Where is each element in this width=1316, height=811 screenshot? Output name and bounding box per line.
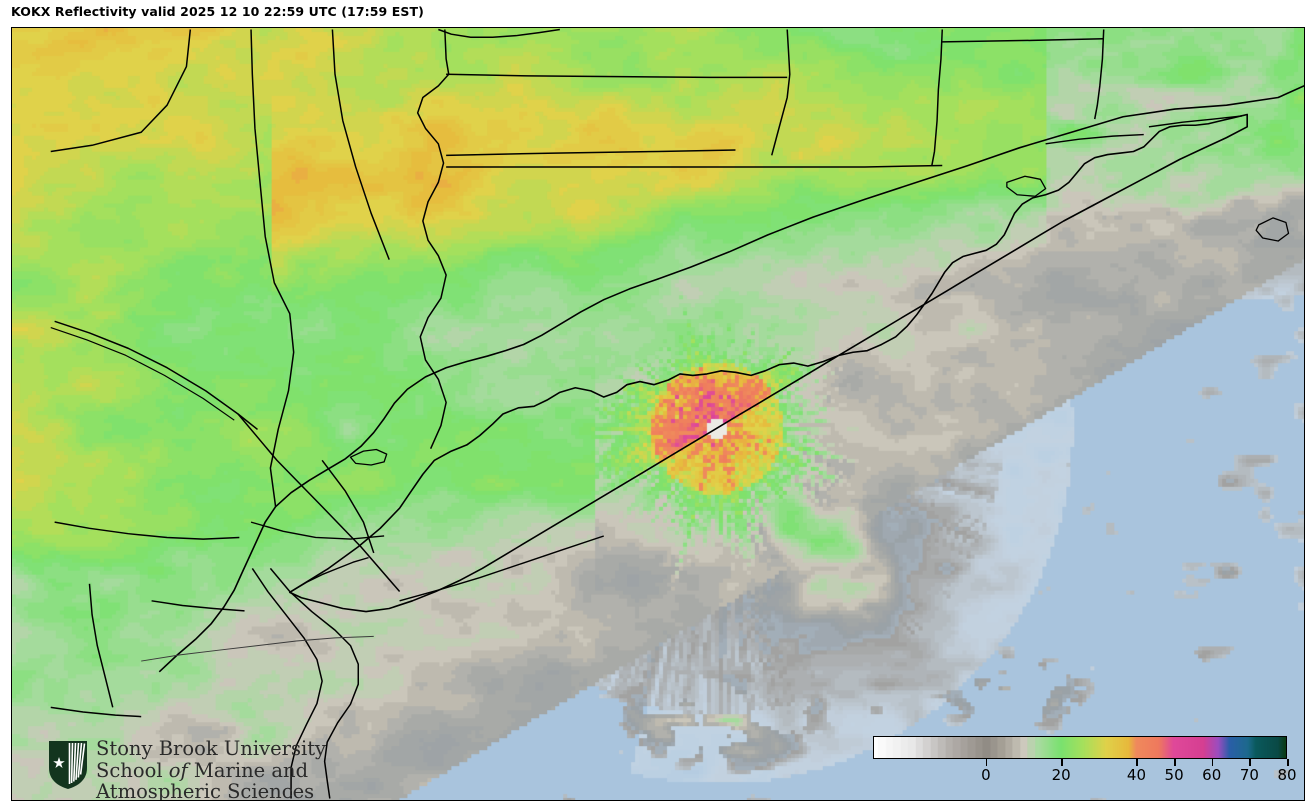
colorbar-tickmark	[1061, 759, 1063, 766]
colorbar-tick-label: 80	[1277, 766, 1297, 784]
colorbar-tick-label: 20	[1051, 766, 1071, 784]
map-boundary-line	[88, 583, 114, 708]
radar-reflectivity-canvas[interactable]	[12, 28, 1304, 800]
map-boundary-line	[399, 535, 605, 602]
map-boundary-line	[269, 567, 360, 799]
colorbar-tick-label: 40	[1126, 766, 1146, 784]
colorbar-tick-label: 60	[1202, 766, 1222, 784]
map-boundary-line	[251, 567, 323, 799]
map-boundary-line	[288, 113, 1248, 613]
map-boundary-line	[54, 521, 240, 540]
map-boundary-line	[931, 29, 944, 166]
map-boundary-line	[1255, 217, 1290, 242]
map-boundary-line	[141, 635, 374, 662]
map-boundary-line	[416, 29, 450, 450]
map-boundary-line	[158, 85, 1304, 673]
map-boundary-line	[289, 556, 369, 593]
colorbar-tickmark	[1174, 759, 1176, 766]
colorbar-tickmark	[1211, 759, 1214, 766]
page-title: KOKX Reflectivity valid 2025 12 10 22:59…	[11, 4, 424, 19]
map-boundary-line	[446, 149, 736, 157]
colorbar-tick-label: 70	[1239, 766, 1259, 784]
map-boundary-line	[50, 29, 192, 153]
map-boundary-line	[1093, 29, 1105, 120]
map-boundary-line	[446, 164, 943, 168]
map-boundary-line	[151, 600, 245, 612]
map-boundary-line	[438, 28, 560, 39]
reflectivity-colorbar[interactable]: 0 20 40 50 60 70 80	[873, 736, 1297, 788]
colorbar-tickmark	[1136, 759, 1138, 766]
map-boundary-line	[50, 326, 235, 421]
colorbar-tickmark	[1249, 759, 1251, 766]
radar-map-frame[interactable]: Stony Brook University School of Marine …	[11, 27, 1305, 801]
map-boundary-line	[54, 320, 258, 431]
map-boundary-line	[50, 706, 142, 718]
map-boundary-line	[237, 413, 401, 593]
colorbar-gradient	[873, 736, 1287, 759]
colorbar-tick-label: 0	[981, 766, 991, 784]
map-boundary-line	[770, 29, 791, 156]
colorbar-tick-label: 50	[1164, 766, 1184, 784]
map-boundary-line	[250, 29, 295, 507]
map-boundary-line	[1148, 115, 1243, 128]
map-boundary-line	[446, 73, 788, 79]
map-boundary-line	[331, 29, 390, 260]
map-boundary-line	[1006, 175, 1047, 197]
colorbar-ticks: 0 20 40 50 60 70 80	[873, 759, 1297, 788]
colorbar-tickmark	[1287, 759, 1289, 766]
map-boundary-overlay	[50, 28, 1304, 799]
map-boundary-line	[349, 448, 388, 466]
colorbar-tickmark	[985, 759, 988, 766]
map-boundary-line	[250, 521, 385, 540]
map-boundary-line	[1045, 133, 1144, 145]
map-boundary-line	[942, 38, 1104, 43]
